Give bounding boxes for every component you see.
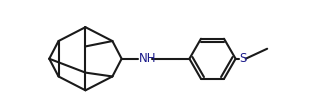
- Text: S: S: [240, 52, 247, 65]
- Text: NH: NH: [139, 52, 157, 65]
